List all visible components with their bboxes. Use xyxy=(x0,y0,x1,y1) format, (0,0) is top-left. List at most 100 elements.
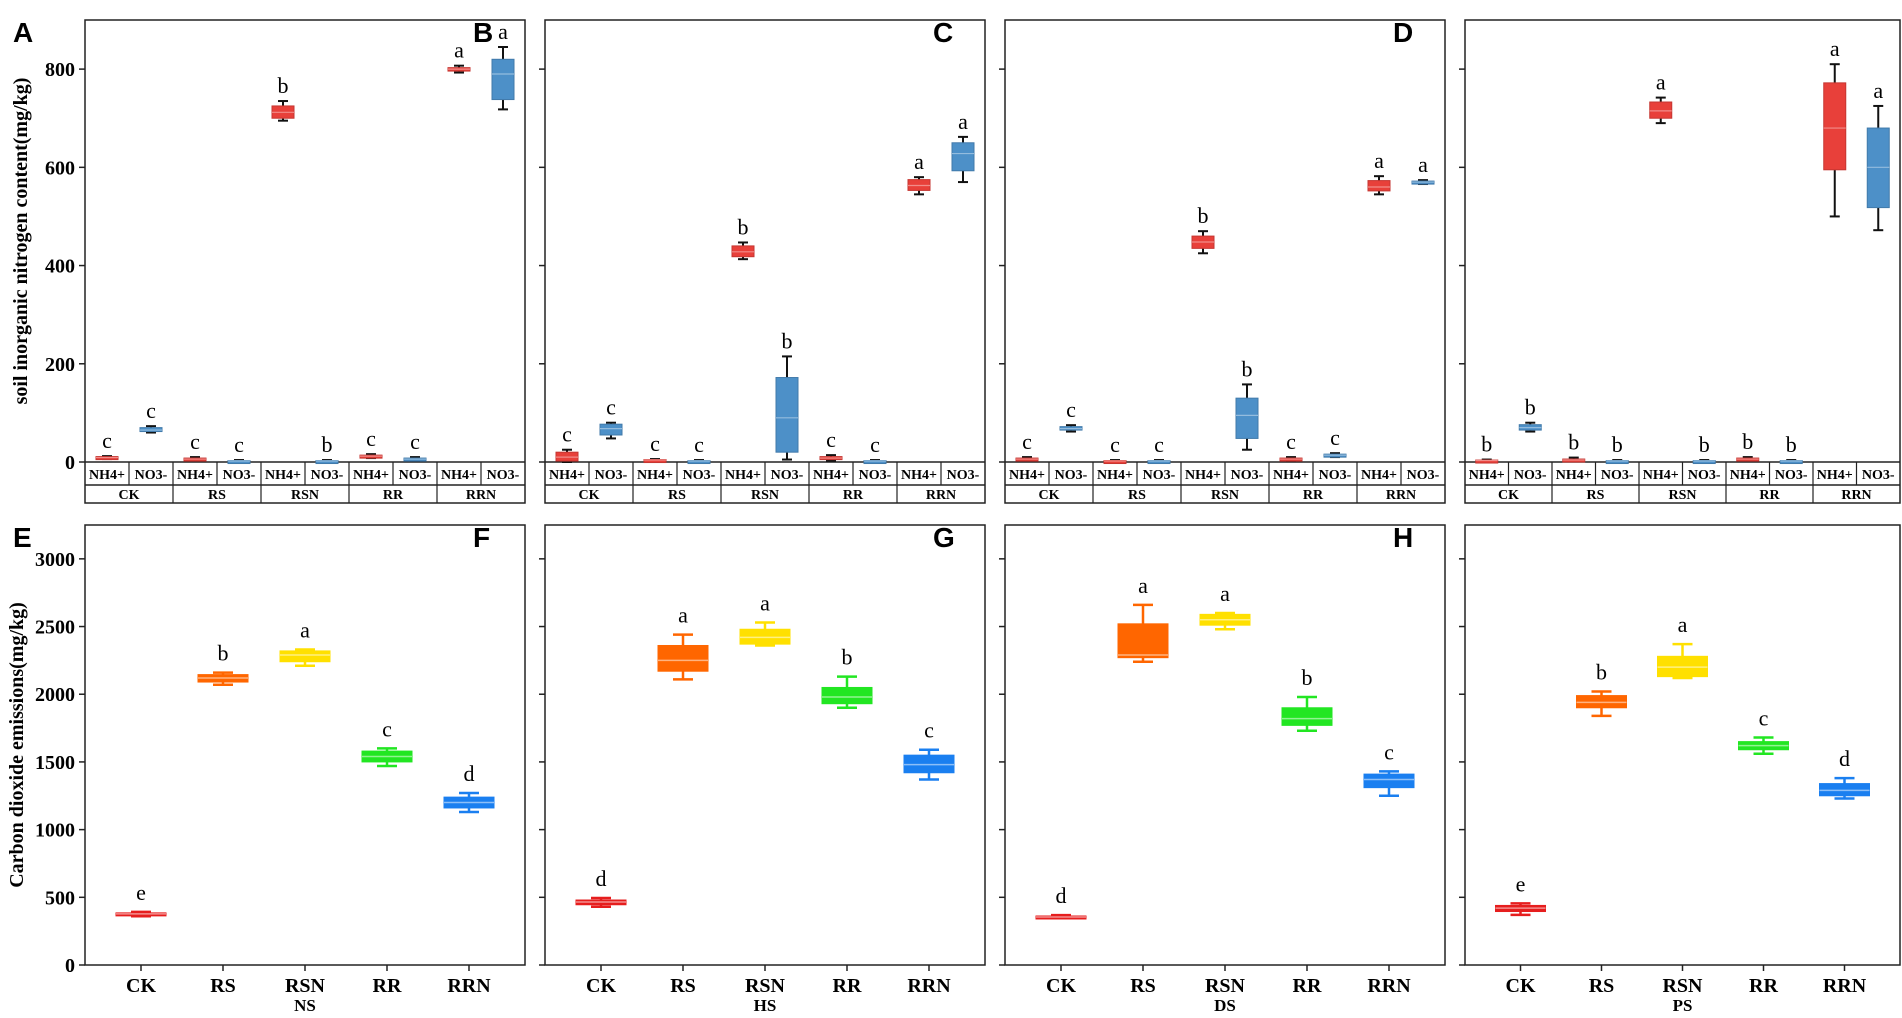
significance-label: c xyxy=(1286,429,1296,454)
box-body xyxy=(1281,707,1333,726)
box-rr-no3: c xyxy=(1323,425,1347,459)
significance-label: a xyxy=(1678,612,1688,637)
subcategory-label: NH4+ xyxy=(1817,468,1853,483)
x-tick-label: CK xyxy=(1506,975,1536,997)
box-body xyxy=(1363,773,1415,789)
box-rsn-nh4: b xyxy=(1191,203,1215,255)
x-tick-label: CK xyxy=(586,975,616,997)
box-body xyxy=(491,58,515,101)
significance-label: a xyxy=(760,590,770,615)
subcategory-label: NH4+ xyxy=(1730,468,1766,483)
significance-label: d xyxy=(464,761,475,786)
box-rs: a xyxy=(657,603,709,681)
significance-label: c xyxy=(924,718,934,743)
box-rs-no3: c xyxy=(687,432,711,465)
group-label: RRN xyxy=(1386,488,1416,503)
group-label: CK xyxy=(119,488,140,503)
panel-letter-h: H xyxy=(1393,522,1413,553)
subcategory-label: NH4+ xyxy=(725,468,761,483)
box-rrn: d xyxy=(1819,746,1870,800)
box-rsn-no3: b xyxy=(775,328,799,461)
subcategory-label: NO3- xyxy=(135,468,168,483)
x-tick-label: RRN xyxy=(1823,975,1867,997)
box-rs-no3: c xyxy=(1147,432,1171,465)
group-label: RS xyxy=(1128,488,1146,503)
box-rsn-no3: b xyxy=(1692,432,1716,465)
box-body xyxy=(1117,623,1169,659)
x-tick-label: RRN xyxy=(1367,975,1411,997)
group-label: RRN xyxy=(466,488,496,503)
panel-e: E 0 500 1000 1500 2000 2500 3000 Carbon dioxide … xyxy=(6,522,526,1015)
box-body xyxy=(1823,82,1847,171)
panel-h: H CK RS RSN RR RRN PS e b a c d xyxy=(1393,522,1901,1015)
box-rrn-nh4: a xyxy=(1367,148,1391,196)
x-axis-title: PS xyxy=(1673,996,1693,1015)
box-rrn-nh4: a xyxy=(447,38,471,74)
box-ck: d xyxy=(575,866,627,909)
panel-g: G CK RS RSN RR RRN DS d a a b c xyxy=(933,522,1446,1015)
significance-label: c xyxy=(1066,397,1076,422)
x-axis-title: NS xyxy=(294,996,316,1015)
significance-label: d xyxy=(1056,883,1067,908)
box-rrn-no3: a xyxy=(491,19,515,111)
significance-label: a xyxy=(678,603,688,628)
significance-label: a xyxy=(914,149,924,174)
subcategory-label: NO3- xyxy=(859,468,892,483)
subcategory-label: NH4+ xyxy=(813,468,849,483)
box-body xyxy=(599,423,623,436)
group-label: RRN xyxy=(1841,488,1871,503)
panel-letter-c: C xyxy=(933,17,953,48)
significance-label: a xyxy=(1873,78,1883,103)
significance-label: c xyxy=(694,432,704,457)
x-axis-title: HS xyxy=(754,996,777,1015)
box-rrn-nh4: a xyxy=(1823,36,1847,218)
box-rrn-nh4: a xyxy=(907,149,931,196)
group-label: RRN xyxy=(926,488,956,503)
box-rr-no3: b xyxy=(1779,432,1803,465)
y-tick-label: 0 xyxy=(65,452,75,474)
subcategory-label: NO3- xyxy=(399,468,432,483)
box-rr-nh4: b xyxy=(1736,429,1760,462)
significance-label: a xyxy=(1138,573,1148,598)
box-rsn-nh4: b xyxy=(271,73,295,122)
x-tick-label: RSN xyxy=(745,975,786,997)
significance-label: a xyxy=(300,618,310,643)
panel-d: D NH4+ NO3- CK NH4+ NO3- RS NH4+ NO3- RSN NH4+ NO3-… xyxy=(1393,17,1901,504)
subcategory-label: NO3- xyxy=(1055,468,1088,483)
significance-label: c xyxy=(1022,429,1032,454)
panel-letter-e: E xyxy=(13,522,32,553)
significance-label: b xyxy=(842,645,853,670)
x-tick-label: RSN xyxy=(1662,975,1703,997)
box-rr: c xyxy=(1738,706,1789,756)
subcategory-label: NO3- xyxy=(1688,468,1721,483)
x-tick-label: RRN xyxy=(447,975,491,997)
significance-label: d xyxy=(596,866,607,891)
subcategory-label: NH4+ xyxy=(901,468,937,483)
subcategory-label: NH4+ xyxy=(89,468,125,483)
y-tick-label: 200 xyxy=(45,354,75,376)
subcategory-label: NO3- xyxy=(1231,468,1264,483)
box-rrn: d xyxy=(443,761,495,814)
box-rs-nh4: b xyxy=(1562,430,1586,463)
box-body xyxy=(657,644,709,672)
box-rs: b xyxy=(1576,660,1627,718)
subcategory-label: NH4+ xyxy=(441,468,477,483)
significance-label: c xyxy=(606,395,616,420)
subcategory-label: NH4+ xyxy=(1009,468,1045,483)
y-tick-label: 2000 xyxy=(35,684,75,706)
box-ck-no3: b xyxy=(1518,395,1542,433)
subcategory-label: NH4+ xyxy=(549,468,585,483)
panel-a: A 0 200 400 600 800 soil inorganic nitrogen co… xyxy=(10,17,526,504)
y-tick-label: 400 xyxy=(45,256,75,278)
x-tick-label: RS xyxy=(670,975,696,997)
box-rrn-no3: a xyxy=(951,109,975,184)
significance-label: d xyxy=(1839,746,1850,771)
box-ck-nh4: b xyxy=(1475,432,1499,464)
significance-label: b xyxy=(1198,203,1209,228)
box-rr-nh4: c xyxy=(359,426,383,460)
significance-label: b xyxy=(782,328,793,353)
group-label: RR xyxy=(1303,488,1324,503)
subcategory-label: NO3- xyxy=(1775,468,1808,483)
significance-label: c xyxy=(1384,739,1394,764)
box-body xyxy=(1367,180,1391,192)
